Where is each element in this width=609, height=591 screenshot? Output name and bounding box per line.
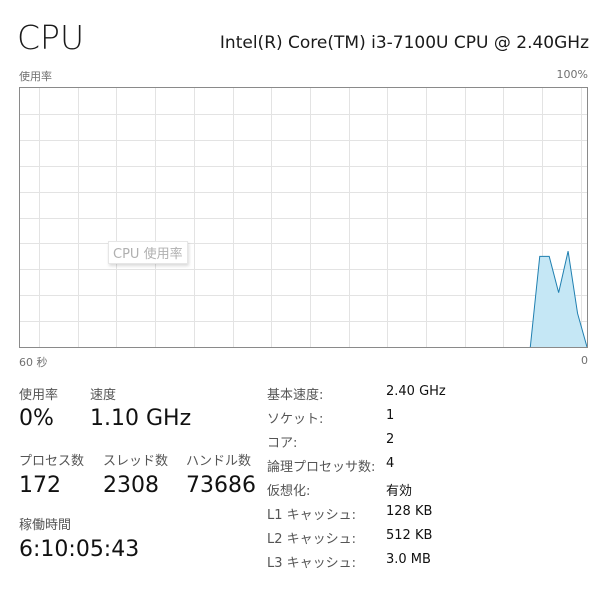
speed-value: 1.10 GHz: [90, 406, 192, 431]
spec-value: 1: [386, 408, 395, 423]
usage-area: [530, 251, 587, 347]
spec-key: コア:: [267, 436, 298, 451]
graph-tooltip: CPU 使用率: [108, 241, 188, 264]
cpu-model: Intel(R) Core(TM) i3-7100U CPU @ 2.40GHz: [219, 33, 589, 53]
usage-value: 0%: [19, 406, 54, 431]
speed-label: 速度: [90, 388, 117, 403]
threads-label: スレッド数: [103, 454, 169, 469]
spec-key: ソケット:: [267, 412, 324, 427]
graph-y-label: 使用率: [19, 70, 52, 83]
handles-value: 73686: [186, 473, 256, 498]
spec-value: 有効: [386, 484, 413, 499]
spec-key: 仮想化:: [267, 484, 311, 499]
graph-x-right-label: 0: [581, 354, 588, 367]
page-title: CPU: [17, 18, 85, 57]
uptime-label: 稼働時間: [19, 518, 72, 533]
spec-key: 基本速度:: [267, 388, 324, 403]
uptime-value: 6:10:05:43: [19, 537, 140, 562]
graph-x-left-label: 60 秒: [19, 356, 48, 369]
spec-key: L3 キャッシュ:: [267, 556, 357, 571]
spec-value: 512 KB: [386, 528, 433, 543]
spec-key: L1 キャッシュ:: [267, 508, 357, 523]
usage-label: 使用率: [19, 388, 59, 403]
usage-line: [529, 251, 587, 347]
spec-value: 4: [386, 456, 395, 471]
processes-value: 172: [19, 473, 61, 498]
spec-value: 2: [386, 432, 395, 447]
processes-label: プロセス数: [19, 454, 85, 469]
spec-value: 128 KB: [386, 504, 433, 519]
spec-key: 論理プロセッサ数:: [267, 460, 376, 475]
spec-value: 2.40 GHz: [386, 384, 446, 399]
spec-key: L2 キャッシュ:: [267, 532, 357, 547]
handles-label: ハンドル数: [186, 454, 252, 469]
threads-value: 2308: [103, 473, 159, 498]
cpu-usage-graph[interactable]: [19, 87, 588, 348]
spec-value: 3.0 MB: [386, 552, 431, 567]
graph-y-max-label: 100%: [556, 68, 588, 81]
graph-canvas: [20, 88, 587, 347]
